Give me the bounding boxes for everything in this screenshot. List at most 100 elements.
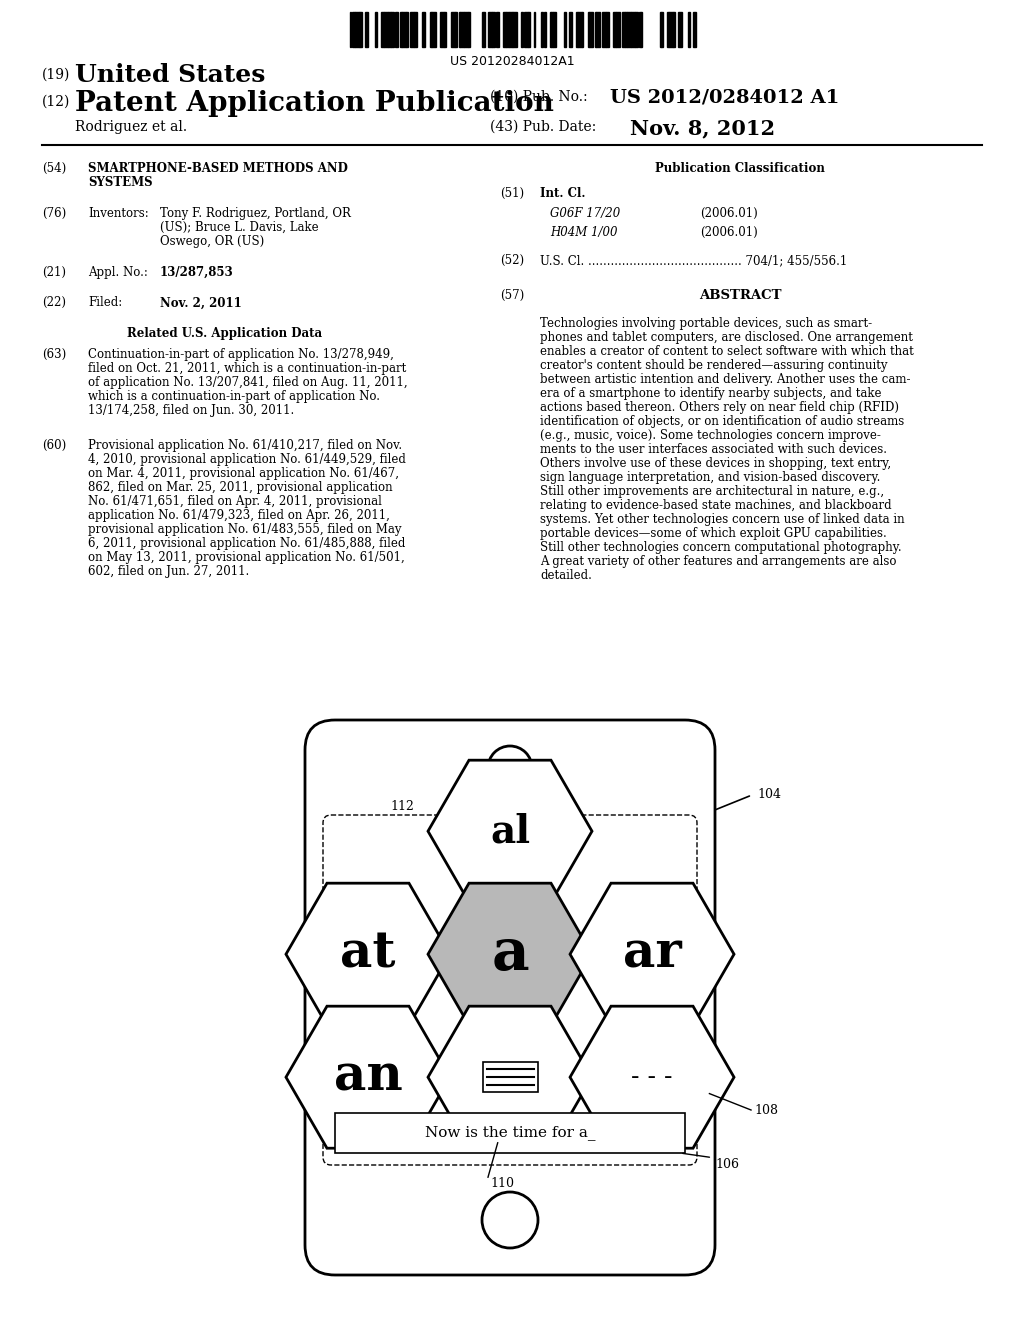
- Bar: [451, 12, 455, 48]
- Bar: [365, 12, 368, 48]
- Text: Publication Classification: Publication Classification: [655, 162, 825, 176]
- Bar: [627, 12, 631, 48]
- Text: (63): (63): [42, 348, 67, 362]
- Bar: [422, 12, 425, 48]
- Bar: [528, 12, 530, 48]
- Text: United States: United States: [75, 63, 265, 87]
- Text: H04M 1/00: H04M 1/00: [550, 227, 617, 239]
- Text: detailed.: detailed.: [540, 569, 592, 582]
- Text: application No. 61/479,323, filed on Apr. 26, 2011,: application No. 61/479,323, filed on Apr…: [88, 510, 390, 523]
- Text: (21): (21): [42, 265, 66, 279]
- Bar: [352, 12, 355, 48]
- Text: 862, filed on Mar. 25, 2011, provisional application: 862, filed on Mar. 25, 2011, provisional…: [88, 482, 392, 494]
- Bar: [440, 12, 444, 48]
- Text: Now is the time for a_: Now is the time for a_: [425, 1126, 595, 1140]
- Text: Filed:: Filed:: [88, 297, 122, 309]
- Bar: [400, 12, 402, 48]
- Text: creator's content should be rendered—assuring continuity: creator's content should be rendered—ass…: [540, 359, 888, 372]
- Bar: [673, 12, 675, 48]
- Bar: [506, 12, 509, 48]
- Text: A great variety of other features and arrangements are also: A great variety of other features and ar…: [540, 556, 896, 569]
- Bar: [388, 12, 391, 48]
- Text: U.S. Cl. ......................................... 704/1; 455/556.1: U.S. Cl. ...............................…: [540, 255, 847, 268]
- Bar: [468, 12, 470, 48]
- Text: 13/287,853: 13/287,853: [160, 265, 233, 279]
- Text: US 20120284012A1: US 20120284012A1: [450, 55, 574, 69]
- Bar: [631, 12, 635, 48]
- Bar: [513, 12, 517, 48]
- Bar: [662, 12, 663, 48]
- Text: era of a smartphone to identify nearby subjects, and take: era of a smartphone to identify nearby s…: [540, 387, 882, 400]
- Text: Continuation-in-part of application No. 13/278,949,: Continuation-in-part of application No. …: [88, 348, 394, 362]
- Bar: [667, 12, 669, 48]
- Bar: [410, 12, 414, 48]
- Text: Int. Cl.: Int. Cl.: [540, 187, 586, 201]
- Text: systems. Yet other technologies concern use of linked data in: systems. Yet other technologies concern …: [540, 513, 904, 527]
- Bar: [639, 12, 641, 48]
- Bar: [688, 12, 690, 48]
- Text: 112: 112: [391, 800, 415, 813]
- Text: (US); Bruce L. Davis, Lake: (US); Bruce L. Davis, Lake: [160, 220, 318, 234]
- Text: portable devices—some of which exploit GPU capabilities.: portable devices—some of which exploit G…: [540, 528, 887, 540]
- Bar: [575, 12, 578, 48]
- Bar: [678, 12, 682, 48]
- Text: (52): (52): [500, 255, 524, 268]
- Text: which is a continuation-in-part of application No.: which is a continuation-in-part of appli…: [88, 391, 380, 403]
- Text: 110: 110: [490, 1177, 514, 1191]
- Bar: [464, 12, 468, 48]
- Bar: [381, 12, 384, 48]
- Text: ments to the user interfaces associated with such devices.: ments to the user interfaces associated …: [540, 444, 887, 457]
- Bar: [496, 12, 499, 48]
- Text: (e.g., music, voice). Some technologies concern improve-: (e.g., music, voice). Some technologies …: [540, 429, 881, 442]
- Text: Appl. No.:: Appl. No.:: [88, 265, 147, 279]
- Bar: [544, 12, 546, 48]
- Bar: [635, 12, 638, 48]
- Bar: [553, 12, 556, 48]
- Text: 104: 104: [757, 788, 781, 801]
- Bar: [596, 12, 600, 48]
- Text: Patent Application Publication: Patent Application Publication: [75, 90, 554, 117]
- Text: No. 61/471,651, filed on Apr. 4, 2011, provisional: No. 61/471,651, filed on Apr. 4, 2011, p…: [88, 495, 382, 508]
- Text: 602, filed on Jun. 27, 2011.: 602, filed on Jun. 27, 2011.: [88, 565, 249, 578]
- Bar: [414, 12, 417, 48]
- Bar: [460, 12, 464, 48]
- Text: (51): (51): [500, 187, 524, 201]
- Text: Related U.S. Application Data: Related U.S. Application Data: [127, 327, 323, 341]
- Text: on Mar. 4, 2011, provisional application No. 61/467,: on Mar. 4, 2011, provisional application…: [88, 467, 399, 480]
- Bar: [384, 12, 388, 48]
- Text: (19): (19): [42, 69, 71, 82]
- Text: (2006.01): (2006.01): [700, 207, 758, 220]
- Bar: [503, 12, 506, 48]
- FancyBboxPatch shape: [305, 719, 715, 1275]
- Text: an: an: [334, 1053, 402, 1102]
- Bar: [551, 12, 553, 48]
- Bar: [616, 12, 620, 48]
- Text: al: al: [489, 812, 530, 850]
- Text: Provisional application No. 61/410,217, filed on Nov.: Provisional application No. 61/410,217, …: [88, 440, 402, 453]
- Text: (10) Pub. No.:: (10) Pub. No.:: [490, 90, 588, 104]
- Text: - - -: - - -: [631, 1065, 673, 1089]
- Text: 108: 108: [754, 1104, 778, 1117]
- Polygon shape: [570, 1006, 734, 1148]
- Text: phones and tablet computers, are disclosed. One arrangement: phones and tablet computers, are disclos…: [540, 331, 912, 345]
- Text: relating to evidence-based state machines, and blackboard: relating to evidence-based state machine…: [540, 499, 892, 512]
- Text: of application No. 13/207,841, filed on Aug. 11, 2011,: of application No. 13/207,841, filed on …: [88, 376, 408, 389]
- Polygon shape: [570, 883, 734, 1026]
- Bar: [360, 12, 362, 48]
- Bar: [482, 1063, 538, 1092]
- Bar: [606, 12, 609, 48]
- Polygon shape: [286, 883, 450, 1026]
- Polygon shape: [428, 760, 592, 902]
- Polygon shape: [428, 883, 592, 1026]
- Text: at: at: [340, 929, 395, 978]
- Bar: [395, 12, 398, 48]
- Bar: [444, 12, 446, 48]
- Bar: [492, 12, 495, 48]
- Circle shape: [482, 1192, 538, 1247]
- Bar: [482, 12, 485, 48]
- Bar: [578, 12, 582, 48]
- Text: SYSTEMS: SYSTEMS: [88, 176, 153, 189]
- Text: actions based thereon. Others rely on near field chip (RFID): actions based thereon. Others rely on ne…: [540, 401, 899, 414]
- Polygon shape: [286, 1006, 450, 1148]
- Text: a: a: [492, 927, 528, 982]
